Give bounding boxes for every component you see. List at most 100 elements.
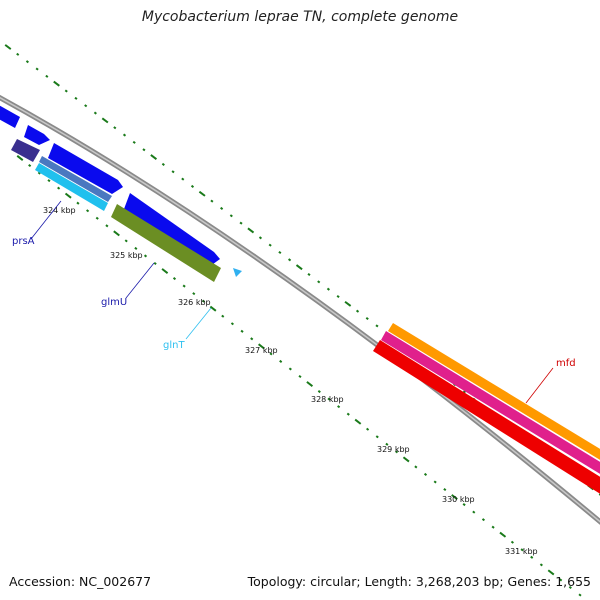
tick-mark xyxy=(181,177,185,181)
label-pointer xyxy=(525,367,554,404)
tick-mark xyxy=(278,250,282,255)
tick-mark xyxy=(172,277,177,281)
tick-mark xyxy=(28,164,32,168)
tick-mark xyxy=(113,126,117,130)
tick-mark xyxy=(366,427,370,431)
tick-mark xyxy=(354,418,362,425)
tick-mark xyxy=(161,268,169,274)
tick-mark xyxy=(239,221,243,225)
tick-mark xyxy=(47,179,51,183)
tick-mark xyxy=(84,104,88,108)
cds-feature-reverse[interactable] xyxy=(39,156,112,202)
tick-mark xyxy=(74,96,78,100)
tick-mark xyxy=(423,472,428,476)
tick-mark xyxy=(402,456,410,463)
tick-label: 325 kbp xyxy=(110,251,143,260)
tick-mark xyxy=(578,593,582,597)
tick-mark xyxy=(86,209,90,213)
tick-mark xyxy=(317,280,321,284)
tick-mark xyxy=(113,230,120,237)
tick-mark xyxy=(462,390,466,394)
tick-mark xyxy=(365,317,369,321)
tick-label: 326 kbp xyxy=(178,298,211,307)
tick-mark xyxy=(95,216,99,220)
tick-mark xyxy=(230,322,234,326)
tick-mark xyxy=(101,117,109,124)
genome-summary: Topology: circular; Length: 3,268,203 bp… xyxy=(247,574,591,589)
tick-label: 327 kbp xyxy=(245,346,278,355)
tick-mark xyxy=(491,525,495,529)
tick-label: 331 kbp xyxy=(505,547,538,556)
tick-mark xyxy=(326,287,330,291)
gene-label-mfd[interactable]: mfd xyxy=(556,358,576,369)
tick-mark xyxy=(481,518,486,522)
tick-mark xyxy=(539,563,543,567)
tick-mark xyxy=(559,578,563,582)
tick-labels: 324 kbp 325 kbp 326 kbp 327 kbp 328 kbp 329 k… xyxy=(43,206,538,556)
tick-mark xyxy=(16,155,24,161)
tick-mark xyxy=(57,186,61,190)
cyan-feature[interactable] xyxy=(35,163,108,211)
tick-mark xyxy=(229,214,233,218)
tick-mark xyxy=(45,74,49,78)
tick-label: 324 kbp xyxy=(43,206,76,215)
tick-label: 330 kbp xyxy=(442,495,475,504)
tick-mark xyxy=(268,243,272,247)
tick-mark xyxy=(317,390,321,394)
tick-mark xyxy=(161,162,165,166)
gene-labels: prsA glmU glnT mfd xyxy=(12,200,576,404)
glnT-marker[interactable] xyxy=(233,268,242,277)
tick-mark xyxy=(76,201,80,205)
tick-mark xyxy=(499,531,507,538)
cds-feature-reverse[interactable] xyxy=(11,139,40,162)
tick-mark xyxy=(122,133,127,137)
tick-mark xyxy=(221,314,225,318)
red-feature[interactable] xyxy=(373,340,600,500)
gene-label-glmU[interactable]: glmU xyxy=(101,297,127,308)
tick-mark xyxy=(530,555,534,559)
tick-mark xyxy=(209,305,217,312)
tick-mark xyxy=(288,258,292,262)
tick-mark xyxy=(210,199,214,203)
cds-feature[interactable] xyxy=(24,125,50,145)
tick-mark xyxy=(192,292,196,296)
forward-cds-track xyxy=(0,103,220,267)
tick-mark xyxy=(306,381,314,387)
tick-mark xyxy=(250,337,254,341)
tick-mark xyxy=(307,272,311,277)
tick-mark xyxy=(240,329,244,333)
gene-label-glnT[interactable]: glnT xyxy=(163,340,185,351)
accession-text: Accession: NC_002677 xyxy=(9,574,152,589)
tick-mark xyxy=(153,261,157,266)
label-pointer xyxy=(185,307,212,340)
tick-mark xyxy=(143,254,148,258)
map-title: Mycobacterium leprae TN, complete genome xyxy=(141,9,459,25)
gene-label-prsA[interactable]: prsA xyxy=(12,236,35,247)
tick-mark xyxy=(295,264,303,271)
guide-dots-lower xyxy=(16,155,582,597)
tick-mark xyxy=(220,206,224,210)
tick-mark xyxy=(35,67,39,71)
olive-feature[interactable] xyxy=(111,204,221,282)
tick-mark xyxy=(171,170,175,174)
cds-feature[interactable] xyxy=(0,103,20,128)
tick-mark xyxy=(53,80,60,87)
tick-mark xyxy=(4,44,12,50)
magenta-feature[interactable] xyxy=(381,331,600,480)
tick-mark xyxy=(124,239,128,243)
cds-feature[interactable] xyxy=(124,193,220,267)
tick-mark xyxy=(132,140,136,144)
tick-mark xyxy=(298,374,302,379)
tick-mark xyxy=(414,465,418,469)
tick-mark xyxy=(344,300,352,307)
tick-mark xyxy=(337,405,341,409)
cds-feature[interactable] xyxy=(48,143,123,194)
tick-mark xyxy=(346,412,350,416)
tick-mark xyxy=(433,480,437,484)
label-pointer xyxy=(30,200,62,240)
tick-mark xyxy=(134,246,138,250)
tick-mark xyxy=(336,294,340,299)
tick-mark xyxy=(269,352,273,356)
orange-feature[interactable] xyxy=(388,323,600,466)
genome-backbone xyxy=(0,94,600,525)
